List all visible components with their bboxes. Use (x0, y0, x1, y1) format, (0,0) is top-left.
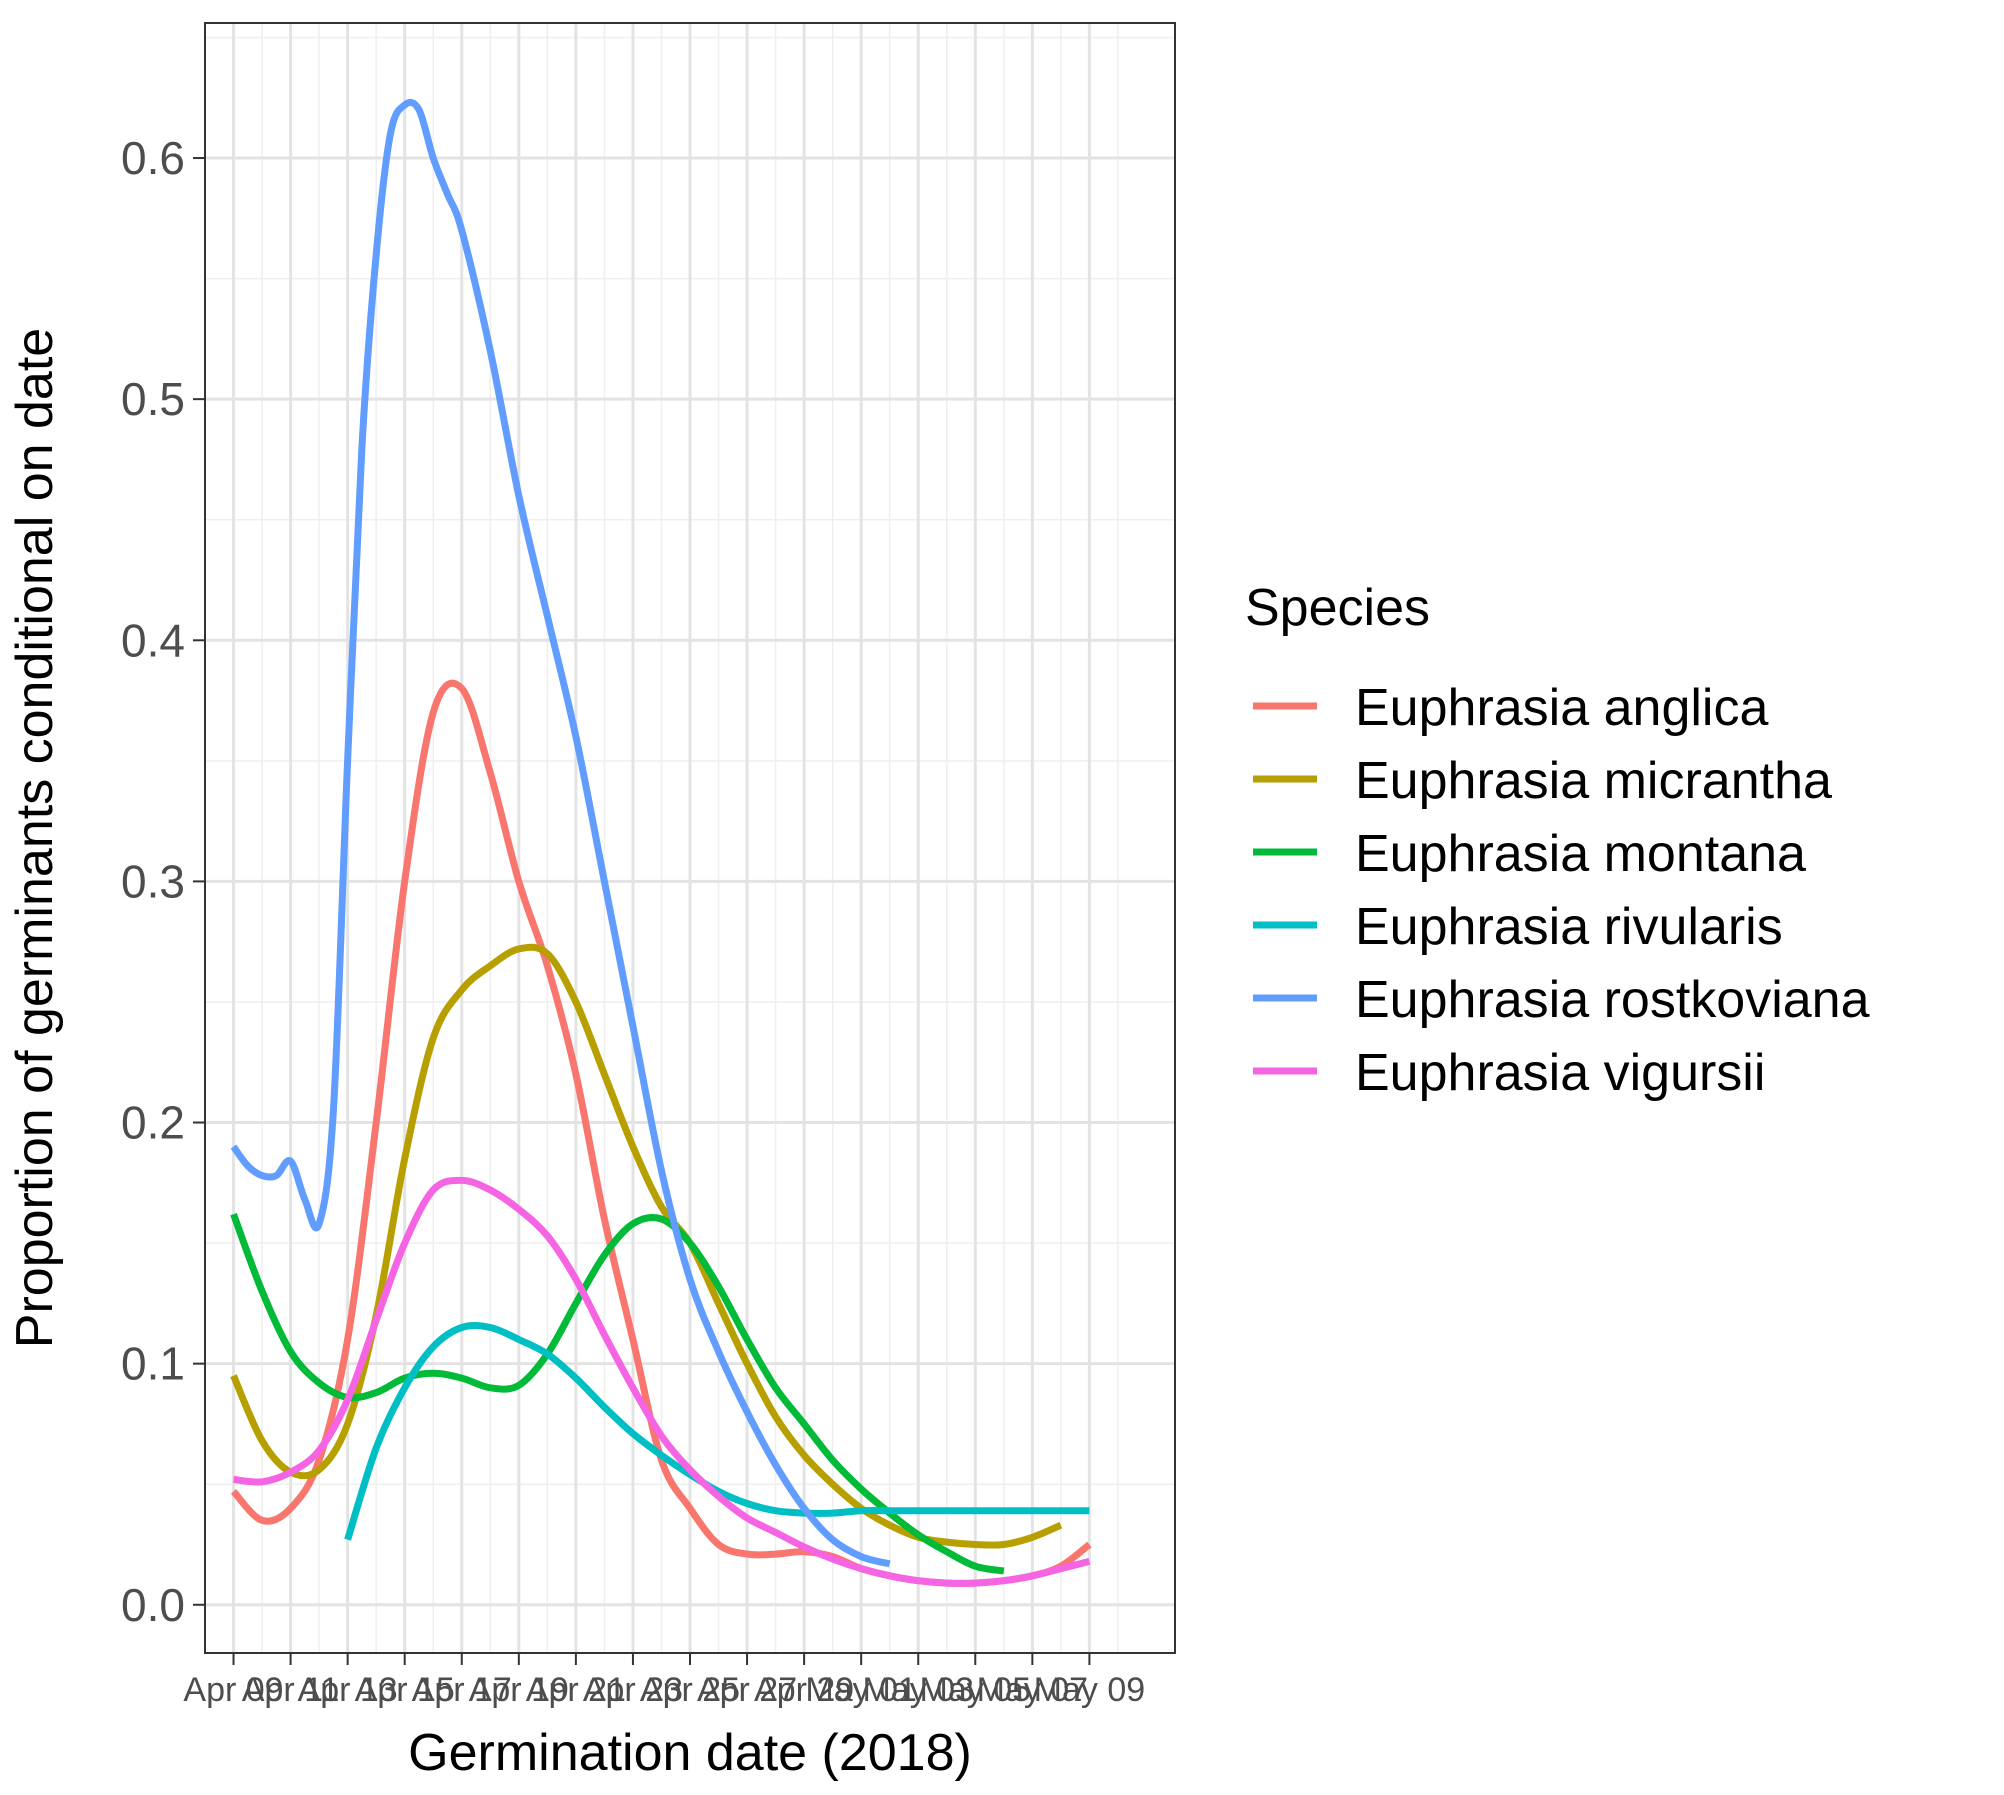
y-tick-label: 0.2 (121, 1097, 185, 1149)
series-lines (230, 98, 1092, 1587)
x-tick-label: May 05 (920, 1671, 1032, 1709)
legend-title: Species (1245, 579, 1430, 637)
x-axis-title: Germination date (2018) (408, 1724, 972, 1782)
x-tick-label: May 01 (805, 1671, 917, 1709)
y-tick-label: 0.1 (121, 1338, 185, 1390)
y-tick-label: 0.5 (121, 373, 185, 425)
legend-label-euphrasia-rivularis: Euphrasia rivularis (1355, 898, 1783, 956)
x-tick-label: Apr 25 (640, 1671, 740, 1709)
legend-items: Euphrasia anglica Euphrasia micrantha Euph… (1253, 679, 1870, 1102)
legend-label-euphrasia-micrantha: Euphrasia micrantha (1355, 752, 1832, 810)
x-tick-label: Apr 19 (469, 1671, 569, 1709)
y-tick-label: 0.3 (121, 855, 185, 907)
y-tick-label: 0.6 (121, 132, 185, 184)
x-tick-label: Apr 11 (242, 1671, 340, 1709)
series-line-euphrasia-vigursii (233, 1176, 1091, 1587)
series-line-euphrasia-montana (230, 1212, 1005, 1575)
y-axis: 0.0 0.1 0.2 0.3 0.4 0.5 0.6 (121, 132, 205, 1631)
y-tick-label: 0.4 (121, 614, 185, 666)
x-tick-label: Apr 27 (697, 1671, 797, 1709)
legend-label-euphrasia-vigursii: Euphrasia vigursii (1355, 1044, 1765, 1102)
x-tick-label: Apr 17 (412, 1671, 512, 1709)
series-line-euphrasia-rostkoviana (230, 98, 891, 1568)
x-tick-label: Apr 15 (355, 1671, 455, 1709)
y-tick-label: 0.0 (121, 1579, 185, 1631)
x-tick-label: Apr 09 (183, 1671, 283, 1709)
x-tick-label: Apr 23 (583, 1671, 683, 1709)
legend-label-euphrasia-anglica: Euphrasia anglica (1355, 679, 1768, 737)
legend-label-euphrasia-montana: Euphrasia montana (1355, 825, 1806, 883)
x-tick-label: Apr 21 (526, 1671, 626, 1709)
y-axis-title: Proportion of germinants conditional on … (6, 328, 64, 1348)
x-tick-label: May 07 (977, 1671, 1089, 1709)
x-tick-label: May 09 (1034, 1671, 1146, 1709)
legend: Species Euphrasia anglica Euphrasia micra… (1245, 579, 1870, 1102)
legend-label-euphrasia-rostkoviana: Euphrasia rostkoviana (1355, 971, 1870, 1029)
x-tick-label: Apr 29 (754, 1671, 854, 1709)
x-tick-label: May 03 (862, 1671, 974, 1709)
x-tick-label: Apr 13 (298, 1671, 398, 1709)
